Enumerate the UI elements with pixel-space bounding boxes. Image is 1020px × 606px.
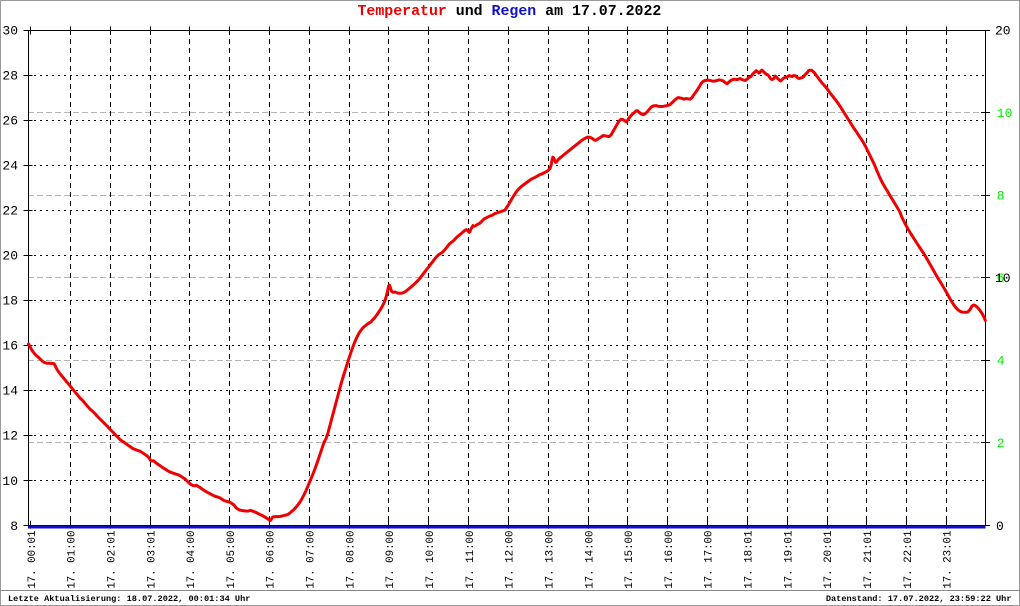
svg-text:17. 10:00: 17. 10:00 <box>425 530 437 588</box>
svg-text:Temperatur und Regen am 17.07.: Temperatur und Regen am 17.07.2022 <box>358 4 662 20</box>
svg-text:17. 05:00: 17. 05:00 <box>226 530 238 588</box>
svg-text:17. 03:01: 17. 03:01 <box>146 530 158 588</box>
svg-text:10: 10 <box>997 106 1013 121</box>
svg-text:17. 23:01: 17. 23:01 <box>943 530 955 588</box>
svg-text:17. 19:01: 17. 19:01 <box>783 530 795 588</box>
svg-text:17. 11:00: 17. 11:00 <box>465 530 477 588</box>
svg-text:14: 14 <box>2 384 18 399</box>
svg-text:16: 16 <box>2 339 18 354</box>
svg-text:17. 04:00: 17. 04:00 <box>186 530 198 588</box>
svg-text:26: 26 <box>2 114 18 129</box>
svg-text:17. 02:01: 17. 02:01 <box>106 530 118 588</box>
svg-text:Letzte Aktualisierung: 18.07.2: Letzte Aktualisierung: 18.07.2022, 00:01… <box>8 594 250 604</box>
svg-text:0: 0 <box>996 519 1004 534</box>
svg-text:18: 18 <box>2 294 18 309</box>
svg-text:24: 24 <box>2 159 18 174</box>
svg-text:10: 10 <box>995 271 1011 286</box>
svg-text:20: 20 <box>2 249 18 264</box>
svg-text:2: 2 <box>997 436 1005 451</box>
svg-text:17. 17:00: 17. 17:00 <box>704 530 716 588</box>
svg-text:17. 08:00: 17. 08:00 <box>345 530 357 588</box>
svg-text:12: 12 <box>2 429 18 444</box>
svg-text:17. 21:01: 17. 21:01 <box>863 530 875 588</box>
svg-text:17. 13:00: 17. 13:00 <box>545 530 557 588</box>
svg-text:17. 18:01: 17. 18:01 <box>744 530 756 588</box>
svg-text:28: 28 <box>2 69 18 84</box>
svg-text:8: 8 <box>997 189 1005 204</box>
svg-text:17. 01:00: 17. 01:00 <box>67 530 79 588</box>
svg-text:30: 30 <box>2 24 18 39</box>
svg-text:17. 07:00: 17. 07:00 <box>306 530 318 588</box>
svg-text:6: 6 <box>997 271 1005 286</box>
svg-text:17. 00:01: 17. 00:01 <box>27 530 39 588</box>
svg-text:10: 10 <box>2 474 18 489</box>
svg-text:22: 22 <box>2 204 18 219</box>
svg-text:17. 09:00: 17. 09:00 <box>385 530 397 588</box>
svg-text:17. 22:01: 17. 22:01 <box>903 530 915 588</box>
svg-text:17. 12:00: 17. 12:00 <box>505 530 517 588</box>
svg-text:17. 14:00: 17. 14:00 <box>584 530 596 588</box>
svg-text:17. 16:00: 17. 16:00 <box>664 530 676 588</box>
svg-text:8: 8 <box>10 519 18 534</box>
svg-text:Datenstand: 17.07.2022, 23:59:: Datenstand: 17.07.2022, 23:59:22 Uhr <box>826 594 1012 604</box>
svg-text:4: 4 <box>997 354 1005 369</box>
svg-text:20: 20 <box>995 24 1011 39</box>
svg-text:17. 15:00: 17. 15:00 <box>624 530 636 588</box>
svg-text:17. 06:00: 17. 06:00 <box>266 530 278 588</box>
svg-text:17. 20:01: 17. 20:01 <box>823 530 835 588</box>
